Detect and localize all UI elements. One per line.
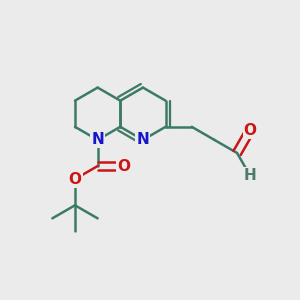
Text: H: H (244, 168, 256, 183)
Text: N: N (136, 132, 149, 147)
Text: O: O (68, 172, 82, 187)
Text: O: O (117, 158, 130, 173)
Text: O: O (244, 123, 256, 138)
Text: N: N (91, 132, 104, 147)
